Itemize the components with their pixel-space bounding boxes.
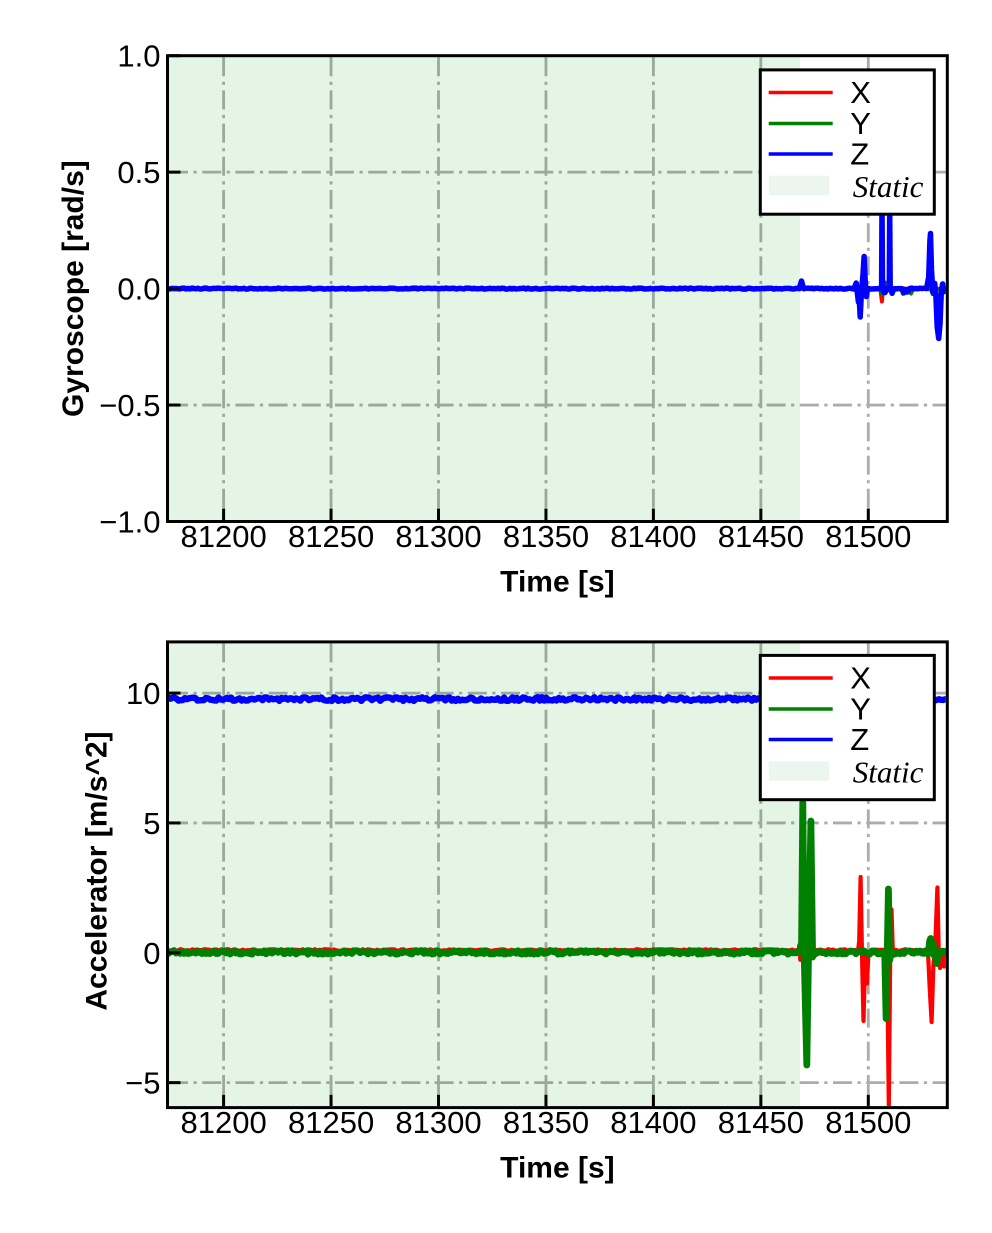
- svg-text:81500: 81500: [825, 1105, 911, 1140]
- svg-text:X: X: [850, 661, 871, 696]
- svg-text:81450: 81450: [718, 1105, 804, 1140]
- svg-text:Static: Static: [853, 169, 924, 204]
- svg-text:0.0: 0.0: [117, 272, 160, 307]
- svg-text:81200: 81200: [180, 1105, 266, 1140]
- svg-text:81200: 81200: [180, 519, 266, 554]
- svg-text:81350: 81350: [503, 1105, 589, 1140]
- svg-text:81500: 81500: [825, 519, 911, 554]
- svg-text:0.5: 0.5: [117, 155, 160, 190]
- svg-text:5: 5: [143, 806, 160, 841]
- svg-text:81300: 81300: [395, 1105, 481, 1140]
- svg-text:Static: Static: [853, 755, 924, 790]
- svg-text:81350: 81350: [503, 519, 589, 554]
- svg-text:Time [s]: Time [s]: [500, 1152, 614, 1185]
- svg-text:81250: 81250: [288, 1105, 374, 1140]
- svg-text:Accelerator [m/s^2]: Accelerator [m/s^2]: [81, 731, 114, 1010]
- svg-text:Z: Z: [850, 137, 869, 172]
- svg-text:X: X: [850, 75, 871, 110]
- svg-text:1.0: 1.0: [117, 39, 160, 74]
- svg-text:−0.5: −0.5: [99, 388, 160, 423]
- svg-text:81400: 81400: [610, 519, 696, 554]
- svg-text:81300: 81300: [395, 519, 481, 554]
- svg-text:81450: 81450: [718, 519, 804, 554]
- svg-text:0: 0: [143, 936, 160, 971]
- svg-text:Z: Z: [850, 722, 869, 757]
- svg-text:Gyroscope [rad/s]: Gyroscope [rad/s]: [57, 160, 90, 417]
- svg-text:81250: 81250: [288, 519, 374, 554]
- svg-text:Y: Y: [850, 692, 871, 727]
- svg-text:Y: Y: [850, 106, 871, 141]
- svg-text:81400: 81400: [610, 1105, 696, 1140]
- svg-text:−5: −5: [125, 1066, 160, 1101]
- svg-text:Time [s]: Time [s]: [500, 566, 614, 599]
- svg-text:10: 10: [126, 676, 160, 711]
- svg-text:−1.0: −1.0: [99, 505, 160, 540]
